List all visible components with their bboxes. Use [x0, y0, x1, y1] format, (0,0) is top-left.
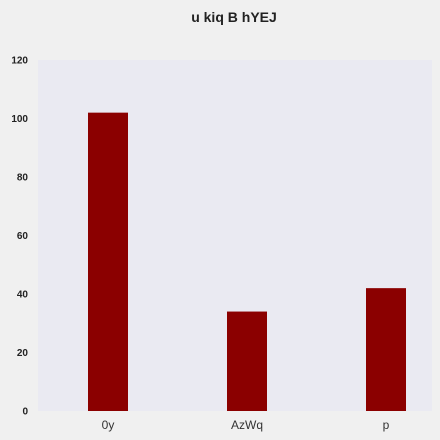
- y-tick-label: 100: [11, 114, 28, 125]
- bars: [88, 112, 406, 412]
- x-axis: 0y AzWq p: [102, 418, 390, 432]
- bar-azwq: [227, 311, 267, 411]
- chart-title: u kiq B hYEJ: [191, 9, 277, 25]
- x-tick-label: 0y: [102, 418, 115, 432]
- x-tick-label: p: [383, 418, 390, 432]
- bar-0y: [88, 112, 128, 412]
- x-tick-label: AzWq: [231, 418, 263, 432]
- y-tick-label: 20: [17, 348, 29, 359]
- y-tick-label: 80: [17, 173, 29, 184]
- y-axis: 0 20 40 60 80 100 120: [11, 56, 28, 418]
- y-tick-label: 60: [17, 231, 29, 242]
- bar-p: [366, 288, 406, 411]
- y-tick-label: 0: [22, 407, 28, 418]
- y-tick-label: 40: [17, 290, 29, 301]
- y-tick-label: 120: [11, 56, 28, 67]
